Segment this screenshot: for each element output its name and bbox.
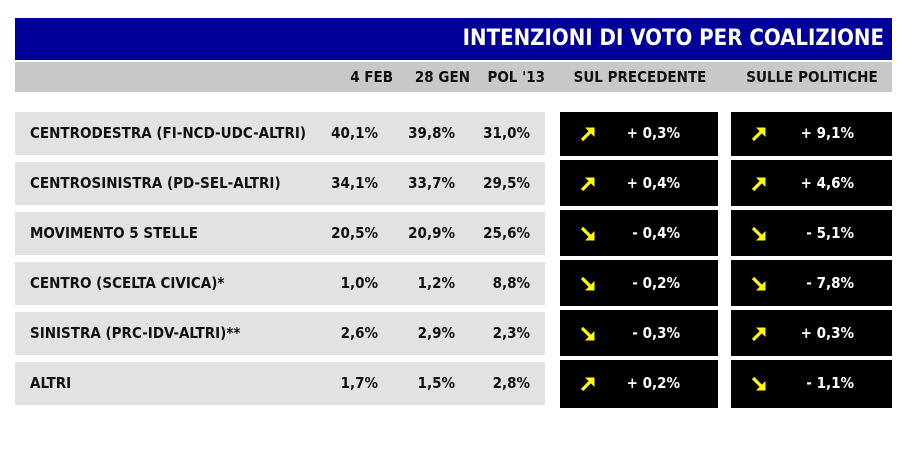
row-label: CENTRO (SCELTA CIVICA)*	[30, 274, 225, 292]
arrow-down-right-icon	[580, 226, 595, 241]
delta-cell: + 0,3%	[731, 312, 892, 355]
arrow-up-right-icon	[751, 327, 766, 342]
row-value: 31,0%	[483, 124, 530, 142]
row-value: 2,3%	[492, 324, 530, 342]
row-value: 20,9%	[408, 224, 455, 242]
arrow-down-right-icon	[580, 326, 595, 341]
delta-value: + 0,3%	[626, 124, 680, 142]
delta-value: - 7,8%	[806, 274, 854, 292]
arrow-down-right-icon	[580, 276, 595, 291]
row-label: MOVIMENTO 5 STELLE	[30, 224, 198, 242]
arrow-down-right-icon	[751, 226, 766, 241]
row-value: 1,2%	[417, 274, 455, 292]
delta-cell: + 0,2%	[560, 362, 718, 405]
row-value: 33,7%	[408, 174, 455, 192]
row-value: 39,8%	[408, 124, 455, 142]
row-label: ALTRI	[30, 374, 72, 392]
row-label: SINISTRA (PRC-IDV-ALTRI)**	[30, 324, 241, 342]
delta-value: + 9,1%	[800, 124, 854, 142]
chart-title: INTENZIONI DI VOTO PER COALIZIONE	[462, 26, 884, 51]
arrow-up-right-icon	[580, 127, 595, 142]
row-separator	[560, 256, 718, 260]
delta-cell: - 0,2%	[560, 262, 718, 305]
table-row: CENTROSINISTRA (PD-SEL-ALTRI) 34,1% 33,7% 2…	[15, 162, 545, 205]
delta-value: + 0,4%	[626, 174, 680, 192]
row-value: 20,5%	[331, 224, 378, 242]
arrow-down-right-icon	[751, 376, 766, 391]
table-row: CENTRO (SCELTA CIVICA)* 1,0% 1,2% 8,8%	[15, 262, 545, 305]
row-label: CENTRODESTRA (FI-NCD-UDC-ALTRI)	[30, 124, 307, 142]
table-row: ALTRI 1,7% 1,5% 2,8%	[15, 362, 545, 405]
delta-box-sulle-politiche: + 9,1% + 4,6% - 5,1% - 7,8% + 0,3% - 1,1%	[731, 112, 892, 408]
row-label: CENTROSINISTRA (PD-SEL-ALTRI)	[30, 174, 281, 192]
row-separator	[731, 356, 892, 360]
row-value: 2,9%	[417, 324, 455, 342]
delta-value: + 4,6%	[800, 174, 854, 192]
delta-value: - 0,3%	[632, 324, 680, 342]
row-value: 29,5%	[483, 174, 530, 192]
row-separator	[560, 206, 718, 210]
row-value: 40,1%	[331, 124, 378, 142]
header-bar: 4 FEB 28 GEN POL '13 SUL PRECEDENTE SULL…	[15, 62, 892, 92]
delta-cell: - 1,1%	[731, 362, 892, 405]
row-separator	[560, 156, 718, 160]
title-bar: INTENZIONI DI VOTO PER COALIZIONE	[15, 18, 892, 60]
arrow-up-right-icon	[751, 127, 766, 142]
table-row: MOVIMENTO 5 STELLE 20,5% 20,9% 25,6%	[15, 212, 545, 255]
row-separator	[731, 306, 892, 310]
table-row: SINISTRA (PRC-IDV-ALTRI)** 2,6% 2,9% 2,3%	[15, 312, 545, 355]
row-value: 1,7%	[340, 374, 378, 392]
delta-value: - 1,1%	[806, 374, 854, 392]
column-header-sul-precedente: SUL PRECEDENTE	[573, 68, 707, 86]
delta-value: + 0,3%	[800, 324, 854, 342]
delta-cell: + 9,1%	[731, 112, 892, 155]
delta-cell: + 4,6%	[731, 162, 892, 205]
delta-value: + 0,2%	[626, 374, 680, 392]
row-separator	[731, 206, 892, 210]
column-header-4-feb: 4 FEB	[350, 68, 393, 86]
row-value: 8,8%	[492, 274, 530, 292]
row-separator	[560, 356, 718, 360]
delta-cell: + 0,4%	[560, 162, 718, 205]
column-header-sulle-politiche: SULLE POLITICHE	[746, 68, 878, 86]
delta-box-sul-precedente: + 0,3% + 0,4% - 0,4% - 0,2% - 0,3% + 0,2%	[560, 112, 718, 408]
row-value: 2,8%	[492, 374, 530, 392]
delta-cell: + 0,3%	[560, 112, 718, 155]
row-value: 1,5%	[417, 374, 455, 392]
row-separator	[731, 156, 892, 160]
arrow-up-right-icon	[580, 377, 595, 392]
row-value: 1,0%	[340, 274, 378, 292]
arrow-up-right-icon	[751, 177, 766, 192]
column-header-28-gen: 28 GEN	[414, 68, 470, 86]
delta-value: - 5,1%	[806, 224, 854, 242]
row-value: 2,6%	[340, 324, 378, 342]
table-row: CENTRODESTRA (FI-NCD-UDC-ALTRI) 40,1% 39,8…	[15, 112, 545, 155]
row-separator	[560, 306, 718, 310]
arrow-down-right-icon	[751, 276, 766, 291]
delta-cell: - 7,8%	[731, 262, 892, 305]
column-header-pol-13: POL '13	[487, 68, 545, 86]
delta-value: - 0,2%	[632, 274, 680, 292]
row-value: 34,1%	[331, 174, 378, 192]
delta-cell: - 0,4%	[560, 212, 718, 255]
row-value: 25,6%	[483, 224, 530, 242]
delta-cell: - 5,1%	[731, 212, 892, 255]
delta-cell: - 0,3%	[560, 312, 718, 355]
arrow-up-right-icon	[580, 177, 595, 192]
row-separator	[731, 256, 892, 260]
delta-value: - 0,4%	[632, 224, 680, 242]
